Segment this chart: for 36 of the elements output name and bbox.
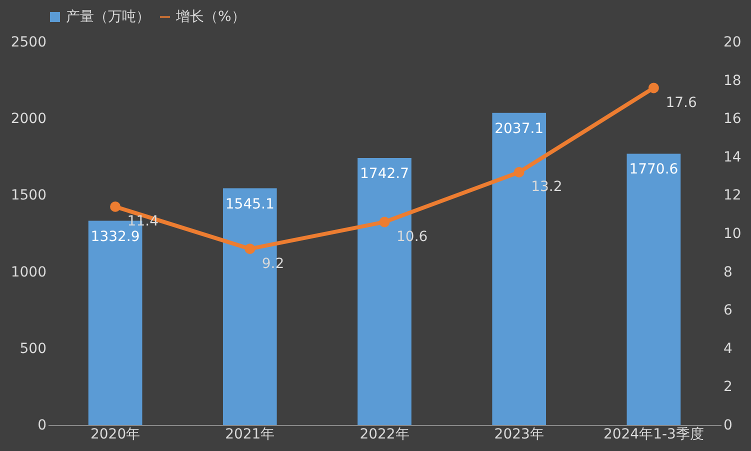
bar xyxy=(626,154,681,425)
point xyxy=(244,244,256,254)
data-label: 1332.9 xyxy=(90,228,140,245)
point xyxy=(379,216,390,228)
y-tick-label: 2500 xyxy=(10,34,46,50)
x-tick-label: 2020年 xyxy=(90,426,140,442)
y2-tick-label: 10 xyxy=(724,226,742,242)
y2-tick-label: 20 xyxy=(724,34,742,50)
point xyxy=(648,82,659,94)
y-tick-label: 500 xyxy=(20,340,46,357)
y2-tick-label: 4 xyxy=(724,340,732,357)
x-tick-label: 2023年 xyxy=(494,426,544,442)
y2-tick-label: 14 xyxy=(724,149,742,166)
x-tick-label: 2024年1-3季度 xyxy=(603,426,704,442)
y-tick-label: 1500 xyxy=(10,188,46,204)
point xyxy=(110,201,121,212)
y2-tick-label: 16 xyxy=(724,111,742,128)
data-label: 2037.1 xyxy=(494,120,544,137)
y2-tick-label: 12 xyxy=(724,188,742,204)
data-label: 1545.1 xyxy=(225,196,274,212)
y-tick-label: 0 xyxy=(38,418,46,434)
x-tick-label: 2021年 xyxy=(225,426,275,442)
y-tick-label: 2000 xyxy=(10,111,46,128)
y2-tick-label: 8 xyxy=(724,264,732,280)
point xyxy=(514,166,524,178)
data-label: 1770.6 xyxy=(629,162,678,178)
y2-tick-label: 18 xyxy=(724,72,742,89)
legend-label: 产量（万吨） xyxy=(66,9,150,25)
y2-tick-label: 2 xyxy=(724,379,732,396)
data-label: 17.6 xyxy=(666,94,697,111)
legend-label: 增长（%） xyxy=(175,9,246,25)
y-tick-label: 1000 xyxy=(10,264,46,280)
data-label: 1742.7 xyxy=(360,166,409,182)
y2-tick-label: 0 xyxy=(724,418,732,434)
y2-tick-label: 6 xyxy=(724,302,732,319)
x-tick-label: 2022年 xyxy=(360,426,410,442)
